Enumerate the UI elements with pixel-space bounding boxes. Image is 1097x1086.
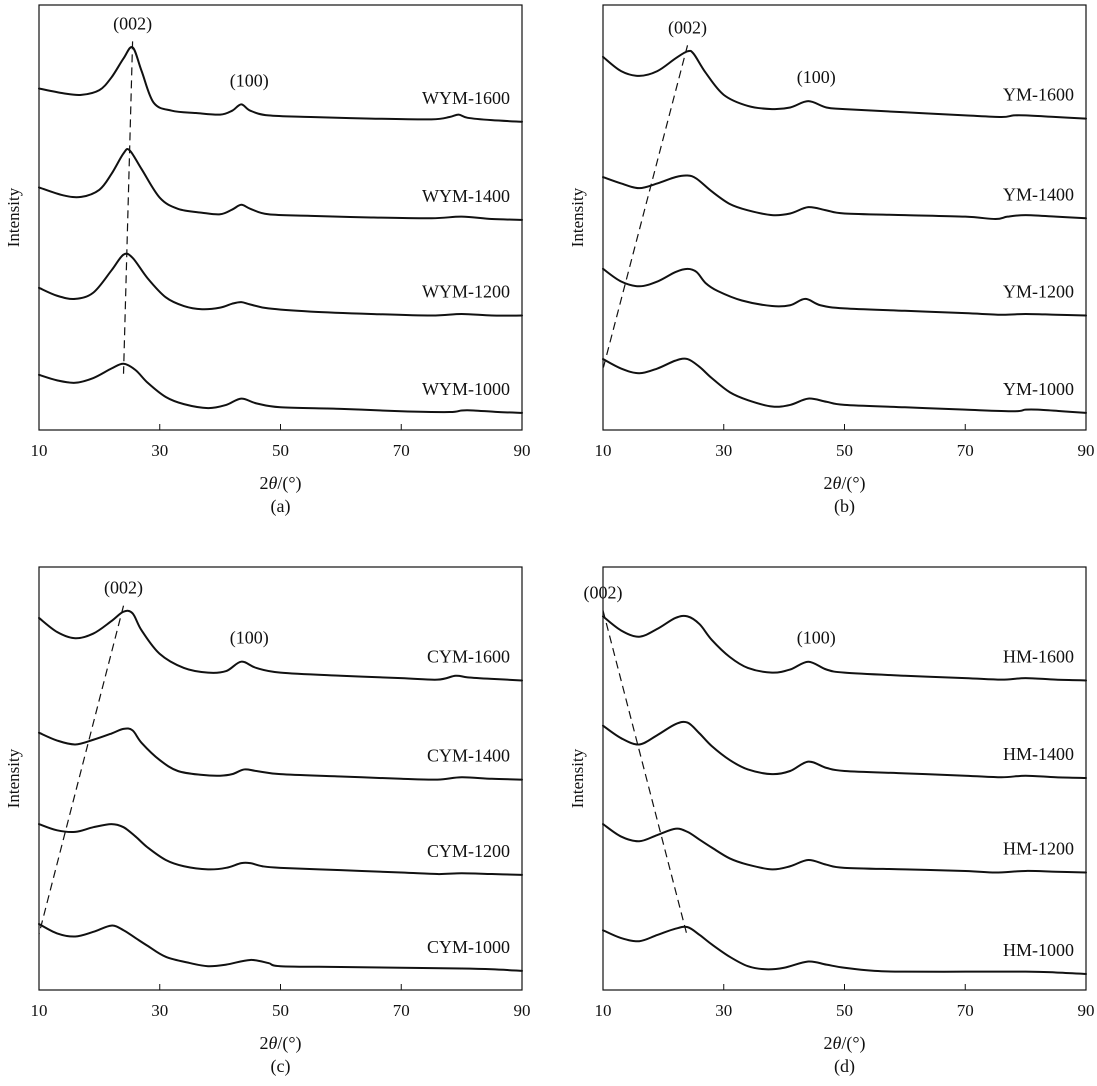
series-line-hm-1000 [602, 925, 1087, 975]
panel-a: 10 30 50 70 90 2θ/(°)(a) Intensity WYM-1600 WYM-… [4, 4, 531, 517]
panel-c: 10 30 50 70 90 2θ/(°)(c) Intensity CYM-1600 CYM-… [4, 566, 531, 1077]
series-line-hm-1600 [602, 614, 1087, 682]
x-tick-label: 50 [272, 441, 289, 460]
x-tick-label: 70 [957, 1001, 974, 1020]
peak-shift-guide [602, 45, 689, 370]
x-axis-label: 2θ/(°) [259, 1033, 301, 1054]
x-tick-label: 10 [31, 441, 48, 460]
x-tick-label: 50 [836, 1001, 853, 1020]
x-axis-label-suffix: /(°) [841, 473, 865, 494]
y-axis-label: Intensity [568, 748, 587, 808]
series-line-ym-1400 [602, 174, 1087, 221]
x-tick-label: 30 [151, 441, 168, 460]
annotation-100: (100) [230, 70, 269, 91]
x-tick-label: 70 [393, 1001, 410, 1020]
panel-b: 10 30 50 70 90 2θ/(°)(b) Intensity YM-1600 YM-14… [568, 4, 1095, 517]
x-axis-label-prefix: 2 [823, 473, 832, 493]
annotation-002: (002) [668, 17, 707, 38]
x-tick-label: 70 [957, 441, 974, 460]
x-axis-label-prefix: 2 [259, 473, 268, 493]
series-label: HM-1200 [1003, 839, 1074, 859]
x-axis-label-prefix: 2 [823, 1033, 832, 1053]
panel-d: 10 30 50 70 90 2θ/(°)(d) Intensity HM-1600 HM-14… [568, 566, 1095, 1077]
x-axis-label-symbol: θ [268, 473, 277, 493]
series-label: CYM-1200 [427, 841, 510, 861]
series-line-ym-1000 [602, 357, 1087, 414]
series-line-hm-1200 [602, 823, 1087, 874]
series-line-cym-1000 [38, 923, 523, 972]
annotation-002: (002) [113, 13, 152, 34]
x-axis-label-prefix: 2 [259, 1033, 268, 1053]
series-label: HM-1000 [1003, 940, 1074, 960]
x-tick-label: 30 [715, 1001, 732, 1020]
peak-shift-guide [602, 610, 689, 938]
series-label: WYM-1200 [422, 282, 510, 302]
x-tick-label: 30 [151, 1001, 168, 1020]
series-label: WYM-1400 [422, 186, 510, 206]
series-label: HM-1600 [1003, 646, 1074, 666]
x-tick-label: 90 [514, 1001, 531, 1020]
series-line-cym-1200 [38, 823, 523, 876]
annotation-002: (002) [584, 582, 623, 603]
panel-label: (c) [271, 1056, 291, 1077]
series-line-wym-1000 [38, 362, 523, 414]
plot-frame [602, 4, 1087, 431]
annotation-100: (100) [797, 628, 836, 649]
x-tick-label: 90 [1078, 441, 1095, 460]
series-label: WYM-1000 [422, 379, 510, 399]
x-tick-label: 50 [836, 441, 853, 460]
series-line-wym-1400 [38, 147, 523, 221]
peak-shift-guide [38, 605, 125, 935]
series-line-ym-1200 [602, 267, 1087, 317]
annotation-100: (100) [797, 67, 836, 88]
x-axis-label-suffix: /(°) [277, 1033, 301, 1054]
x-axis-label-suffix: /(°) [277, 473, 301, 494]
x-axis-label-symbol: θ [832, 473, 841, 493]
panel-label: (a) [271, 496, 291, 517]
x-axis-label-symbol: θ [268, 1033, 277, 1053]
x-tick-label: 90 [514, 441, 531, 460]
x-axis-label: 2θ/(°) [259, 473, 301, 494]
annotation-002: (002) [104, 578, 143, 599]
series-line-cym-1400 [38, 727, 523, 781]
series-label: CYM-1000 [427, 937, 510, 957]
y-axis-label: Intensity [568, 187, 587, 247]
x-tick-label: 90 [1078, 1001, 1095, 1020]
x-tick-label: 10 [595, 441, 612, 460]
series-line-hm-1400 [602, 720, 1087, 780]
y-axis-label: Intensity [4, 187, 23, 247]
series-label: CYM-1400 [427, 746, 510, 766]
series-label: HM-1400 [1003, 744, 1074, 764]
panel-label: (b) [834, 496, 855, 517]
series-label: YM-1200 [1003, 282, 1074, 302]
series-label: CYM-1600 [427, 646, 510, 666]
x-tick-label: 10 [595, 1001, 612, 1020]
series-line-ym-1600 [602, 49, 1087, 120]
x-tick-label: 70 [393, 441, 410, 460]
annotation-100: (100) [230, 628, 269, 649]
x-axis-label: 2θ/(°) [823, 1033, 865, 1054]
panel-label: (d) [834, 1056, 855, 1077]
x-tick-label: 10 [31, 1001, 48, 1020]
series-line-cym-1600 [38, 609, 523, 682]
y-axis-label: Intensity [4, 748, 23, 808]
x-tick-label: 50 [272, 1001, 289, 1020]
plot-frame [602, 566, 1087, 991]
x-axis-label-suffix: /(°) [841, 1033, 865, 1054]
x-tick-label: 30 [715, 441, 732, 460]
x-axis-label-symbol: θ [832, 1033, 841, 1053]
x-axis-label: 2θ/(°) [823, 473, 865, 494]
series-label: YM-1000 [1003, 379, 1074, 399]
peak-shift-guide [122, 41, 134, 374]
series-line-wym-1600 [38, 46, 523, 123]
series-label: YM-1600 [1003, 85, 1074, 105]
series-label: YM-1400 [1003, 184, 1074, 204]
series-line-wym-1200 [38, 252, 523, 317]
series-label: WYM-1600 [422, 88, 510, 108]
